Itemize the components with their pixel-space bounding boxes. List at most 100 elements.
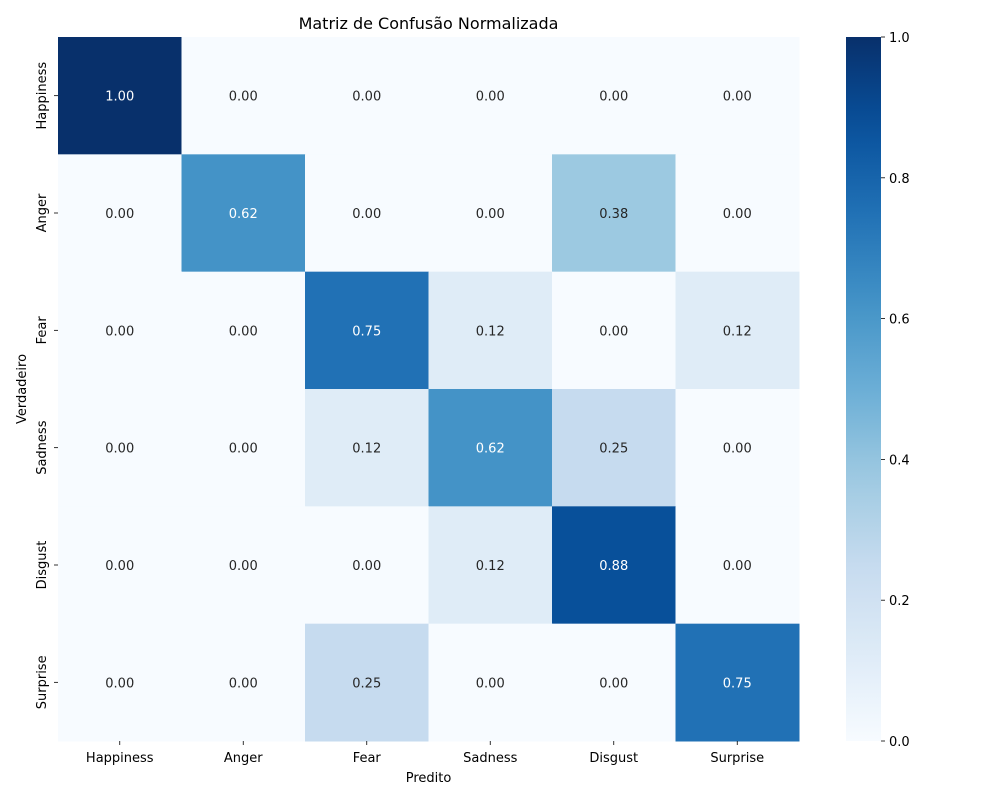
y-tick-label: Happiness	[35, 62, 50, 130]
cell-value-label: 0.12	[476, 559, 505, 574]
cell-value-label: 0.00	[229, 90, 258, 105]
colorbar-tick-label: 0.4	[889, 453, 910, 468]
heatmap-cell	[305, 37, 429, 155]
heatmap-cell	[675, 389, 800, 507]
y-axis-ticks: Happiness Anger Fear Sadness Disgust Surprise	[35, 62, 58, 709]
cell-value-label: 0.00	[599, 676, 628, 691]
heatmap-cell	[305, 623, 429, 742]
x-tick-label: Sadness	[463, 751, 517, 766]
heatmap-cell	[552, 37, 676, 155]
cell-value-label: 0.00	[352, 559, 381, 574]
cell-value-label: 0.25	[599, 442, 628, 457]
cell-value-label: 0.88	[599, 559, 628, 574]
cell-value-label: 0.00	[229, 442, 258, 457]
cell-value-label: 0.12	[476, 324, 505, 339]
y-tick-label: Sadness	[35, 420, 50, 474]
cell-value-label: 0.00	[476, 207, 505, 222]
heatmap-cell	[58, 506, 182, 625]
y-tick-label: Fear	[35, 316, 50, 345]
heatmap-cell	[675, 37, 800, 155]
heatmap-cell	[428, 506, 553, 625]
heatmap-cell	[428, 37, 553, 155]
colorbar-tick-label: 0.2	[889, 594, 910, 609]
heatmap-cell	[181, 506, 306, 625]
cell-value-label: 0.62	[229, 207, 258, 222]
heatmap-cell	[675, 271, 800, 390]
heatmap-cell	[552, 623, 676, 742]
heatmap-cell	[675, 506, 800, 625]
colorbar-tick-label: 0.8	[889, 172, 910, 187]
cell-value-label: 0.00	[723, 207, 752, 222]
cell-value-label: 0.00	[229, 559, 258, 574]
cell-value-label: 0.00	[229, 676, 258, 691]
colorbar-tick-label: 0.0	[889, 735, 910, 750]
heatmap-cell	[58, 623, 182, 742]
cell-value-label: 0.12	[352, 442, 381, 457]
x-tick-label: Surprise	[710, 751, 764, 766]
x-tick-label: Anger	[224, 751, 263, 766]
heatmap-cell	[428, 623, 553, 742]
heatmap-cell	[181, 623, 306, 742]
cell-value-label: 0.00	[723, 442, 752, 457]
colorbar-tick-label: 0.6	[889, 313, 910, 328]
heatmap-cell	[428, 271, 553, 390]
cell-value-label: 0.00	[599, 324, 628, 339]
x-axis-ticks: Happiness Anger Fear Sadness Disgust Surprise	[86, 741, 764, 766]
cell-value-label: 0.00	[229, 324, 258, 339]
chart-title: Matriz de Confusão Normalizada	[299, 14, 559, 33]
cell-value-label: 0.00	[599, 90, 628, 105]
cell-value-label: 0.75	[723, 676, 752, 691]
heatmap-cell	[305, 271, 429, 390]
cell-value-label: 0.00	[105, 559, 134, 574]
y-axis-label: Verdadeiro	[15, 354, 30, 424]
heatmap-cell	[58, 389, 182, 507]
heatmap-cell	[181, 271, 306, 390]
cell-value-label: 0.12	[723, 324, 752, 339]
heatmap-cell	[552, 506, 676, 625]
y-tick-label: Surprise	[35, 655, 50, 709]
cell-value-label: 0.00	[476, 676, 505, 691]
x-tick-label: Fear	[353, 751, 382, 766]
cell-value-label: 0.00	[105, 676, 134, 691]
cell-value-label: 0.75	[352, 324, 381, 339]
cell-value-label: 0.00	[105, 207, 134, 222]
heatmap-cell	[58, 271, 182, 390]
cell-value-label: 0.00	[723, 559, 752, 574]
y-tick-label: Disgust	[35, 541, 50, 590]
cell-value-label: 0.38	[599, 207, 628, 222]
heatmap-cell	[428, 389, 553, 507]
heatmap-cell	[305, 506, 429, 625]
heatmap-cell	[305, 154, 429, 273]
heatmap-cell	[58, 37, 182, 155]
x-tick-label: Happiness	[86, 751, 154, 766]
heatmap-cell	[552, 154, 676, 273]
cell-value-label: 0.00	[476, 90, 505, 105]
heatmap-cell	[181, 389, 306, 507]
heatmap-cell	[552, 271, 676, 390]
heatmap-cell	[181, 37, 306, 155]
heatmap-cell	[181, 154, 306, 273]
colorbar-tick-label: 1.0	[889, 31, 910, 46]
colorbar-gradient	[846, 37, 881, 741]
heatmap-cell	[428, 154, 553, 273]
y-tick-label: Anger	[35, 193, 50, 232]
cell-value-label: 0.62	[476, 442, 505, 457]
heatmap-cell	[58, 154, 182, 273]
cell-value-label: 0.00	[352, 90, 381, 105]
x-tick-label: Disgust	[589, 751, 638, 766]
heatmap-cell	[552, 389, 676, 507]
x-axis-label: Predito	[406, 771, 452, 786]
cell-value-label: 0.25	[352, 676, 381, 691]
heatmap-cell	[305, 389, 429, 507]
colorbar: 0.0 0.2 0.4 0.6 0.8 1.0	[846, 31, 910, 750]
heatmap-annotations: 1.00 0.00 0.00 0.00 0.00 0.00 0.00 0.62 0.00 0.00…	[105, 90, 751, 692]
heatmap-cell	[675, 154, 800, 273]
cell-value-label: 0.00	[105, 442, 134, 457]
cell-value-label: 0.00	[723, 90, 752, 105]
cell-value-label: 0.00	[352, 207, 381, 222]
cell-value-label: 0.00	[105, 324, 134, 339]
cell-value-label: 1.00	[105, 90, 134, 105]
heatmap-cell	[675, 623, 800, 742]
